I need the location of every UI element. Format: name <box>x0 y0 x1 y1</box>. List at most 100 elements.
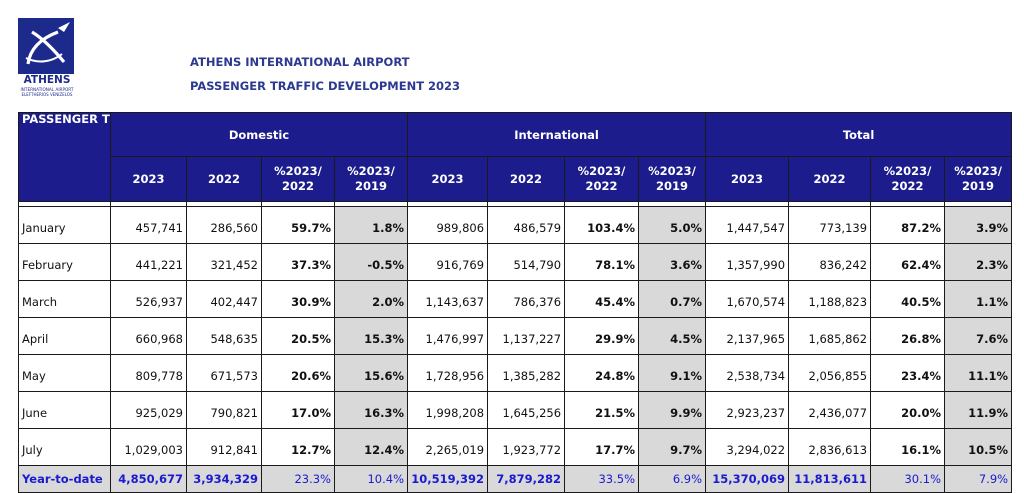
international-cell: 1,476,997 <box>407 317 489 355</box>
subheader-international-2: %2023/ 2022 <box>564 156 640 202</box>
table-row: June 925,029 790,821 17.0% 16.3% 1,998,208 1,6… <box>18 391 1013 429</box>
total-cell: 26.8% <box>870 317 946 355</box>
domestic-cell: 20.5% <box>261 317 335 355</box>
total-cell: 87.2% <box>870 206 946 244</box>
month-label: April <box>18 317 111 355</box>
total-cell: 40.5% <box>870 280 946 318</box>
ytd-domestic-cell: 4,850,677 <box>110 465 187 493</box>
ytd-row: Year-to-date 4,850,677 3,934,329 23.3% 10.4%… <box>18 465 1013 493</box>
domestic-cell: 286,560 <box>186 206 262 244</box>
ytd-domestic-cell: 23.3% <box>261 465 335 493</box>
total-cell: 3.9% <box>944 206 1013 244</box>
total-cell: 1,357,990 <box>705 243 790 281</box>
month-label: July <box>18 428 111 466</box>
international-cell: 0.7% <box>638 280 707 318</box>
total-cell: 3,294,022 <box>705 428 790 466</box>
international-cell: 1,998,208 <box>407 391 489 429</box>
domestic-cell: 30.9% <box>261 280 335 318</box>
international-cell: 1,385,282 <box>487 354 566 392</box>
international-cell: 514,790 <box>487 243 566 281</box>
aircraft-swoosh-logo-icon <box>18 18 74 74</box>
domestic-cell: 2.0% <box>333 280 409 318</box>
ytd-international-cell: 10,519,392 <box>407 465 489 493</box>
logo-subtitle-2: ELEFTHERIOS VENIZELOS <box>21 92 73 97</box>
international-cell: 29.9% <box>564 317 640 355</box>
subheader-domestic-1: 2022 <box>186 156 262 202</box>
international-cell: 78.1% <box>564 243 640 281</box>
ytd-total-cell: 11,813,611 <box>788 465 872 493</box>
international-cell: 1,645,256 <box>487 391 566 429</box>
international-cell: 786,376 <box>487 280 566 318</box>
subheader-international-3: %2023/ 2019 <box>638 156 707 202</box>
subheader-total-2: %2023/ 2022 <box>870 156 946 202</box>
total-cell: 1,685,862 <box>788 317 872 355</box>
ytd-total-cell: 30.1% <box>870 465 946 493</box>
month-label: June <box>18 391 111 429</box>
international-cell: 989,806 <box>407 206 489 244</box>
month-label: January <box>18 206 111 244</box>
table-row: April 660,968 548,635 20.5% 15.3% 1,476,997 1,… <box>18 317 1013 355</box>
international-cell: 1,728,956 <box>407 354 489 392</box>
international-cell: 45.4% <box>564 280 640 318</box>
subheader-total-1: 2022 <box>788 156 872 202</box>
international-cell: 2,265,019 <box>407 428 489 466</box>
ytd-total-cell: 15,370,069 <box>705 465 790 493</box>
international-cell: 9.7% <box>638 428 707 466</box>
domestic-cell: 925,029 <box>110 391 187 429</box>
subheader-domestic-0: 2023 <box>110 156 187 202</box>
page-title: ATHENS INTERNATIONAL AIRPORT <box>190 55 410 69</box>
total-cell: 1.1% <box>944 280 1013 318</box>
domestic-cell: 660,968 <box>110 317 187 355</box>
domestic-cell: 809,778 <box>110 354 187 392</box>
domestic-cell: 671,573 <box>186 354 262 392</box>
domestic-cell: 321,452 <box>186 243 262 281</box>
total-cell: 836,242 <box>788 243 872 281</box>
total-cell: 11.9% <box>944 391 1013 429</box>
domestic-cell: 1.8% <box>333 206 409 244</box>
logo-wordmark: ATHENS <box>23 74 71 86</box>
domestic-cell: -0.5% <box>333 243 409 281</box>
month-label: February <box>18 243 111 281</box>
total-cell: 16.1% <box>870 428 946 466</box>
total-cell: 23.4% <box>870 354 946 392</box>
subheader-domestic-2: %2023/ 2022 <box>261 156 335 202</box>
table-row: May 809,778 671,573 20.6% 15.6% 1,728,956 1,38… <box>18 354 1013 392</box>
international-cell: 9.1% <box>638 354 707 392</box>
group-header-domestic: Domestic <box>109 112 409 157</box>
domestic-cell: 59.7% <box>261 206 335 244</box>
total-cell: 2,056,855 <box>788 354 872 392</box>
subheader-total-0: 2023 <box>705 156 790 202</box>
total-cell: 773,139 <box>788 206 872 244</box>
ytd-total-cell: 7.9% <box>944 465 1013 493</box>
ytd-domestic-cell: 3,934,329 <box>186 465 262 493</box>
month-label: May <box>18 354 111 392</box>
international-cell: 1,923,772 <box>487 428 566 466</box>
page-subtitle: PASSENGER TRAFFIC DEVELOPMENT 2023 <box>190 79 461 93</box>
ytd-international-cell: 7,879,282 <box>487 465 566 493</box>
domestic-cell: 20.6% <box>261 354 335 392</box>
airport-logo: ATHENS INTERNATIONAL AIRPORT ELEFTHERIOS… <box>18 18 76 98</box>
domestic-cell: 12.7% <box>261 428 335 466</box>
domestic-cell: 402,447 <box>186 280 262 318</box>
international-cell: 1,143,637 <box>407 280 489 318</box>
subheader-international-1: 2022 <box>487 156 566 202</box>
international-cell: 1,137,227 <box>487 317 566 355</box>
table-row: February 441,221 321,452 37.3% -0.5% 916,769 5… <box>18 243 1013 281</box>
ytd-international-cell: 33.5% <box>564 465 640 493</box>
international-cell: 9.9% <box>638 391 707 429</box>
domestic-cell: 12.4% <box>333 428 409 466</box>
group-header-total: Total <box>705 112 1013 157</box>
total-cell: 2.3% <box>944 243 1013 281</box>
total-cell: 2,923,237 <box>705 391 790 429</box>
international-cell: 5.0% <box>638 206 707 244</box>
total-cell: 20.0% <box>870 391 946 429</box>
total-cell: 2,137,965 <box>705 317 790 355</box>
domestic-cell: 15.3% <box>333 317 409 355</box>
domestic-cell: 548,635 <box>186 317 262 355</box>
total-cell: 62.4% <box>870 243 946 281</box>
international-cell: 916,769 <box>407 243 489 281</box>
total-cell: 1,670,574 <box>705 280 790 318</box>
domestic-cell: 457,741 <box>110 206 187 244</box>
logo-subtitle: INTERNATIONAL AIRPORT <box>20 87 74 92</box>
domestic-cell: 16.3% <box>333 391 409 429</box>
